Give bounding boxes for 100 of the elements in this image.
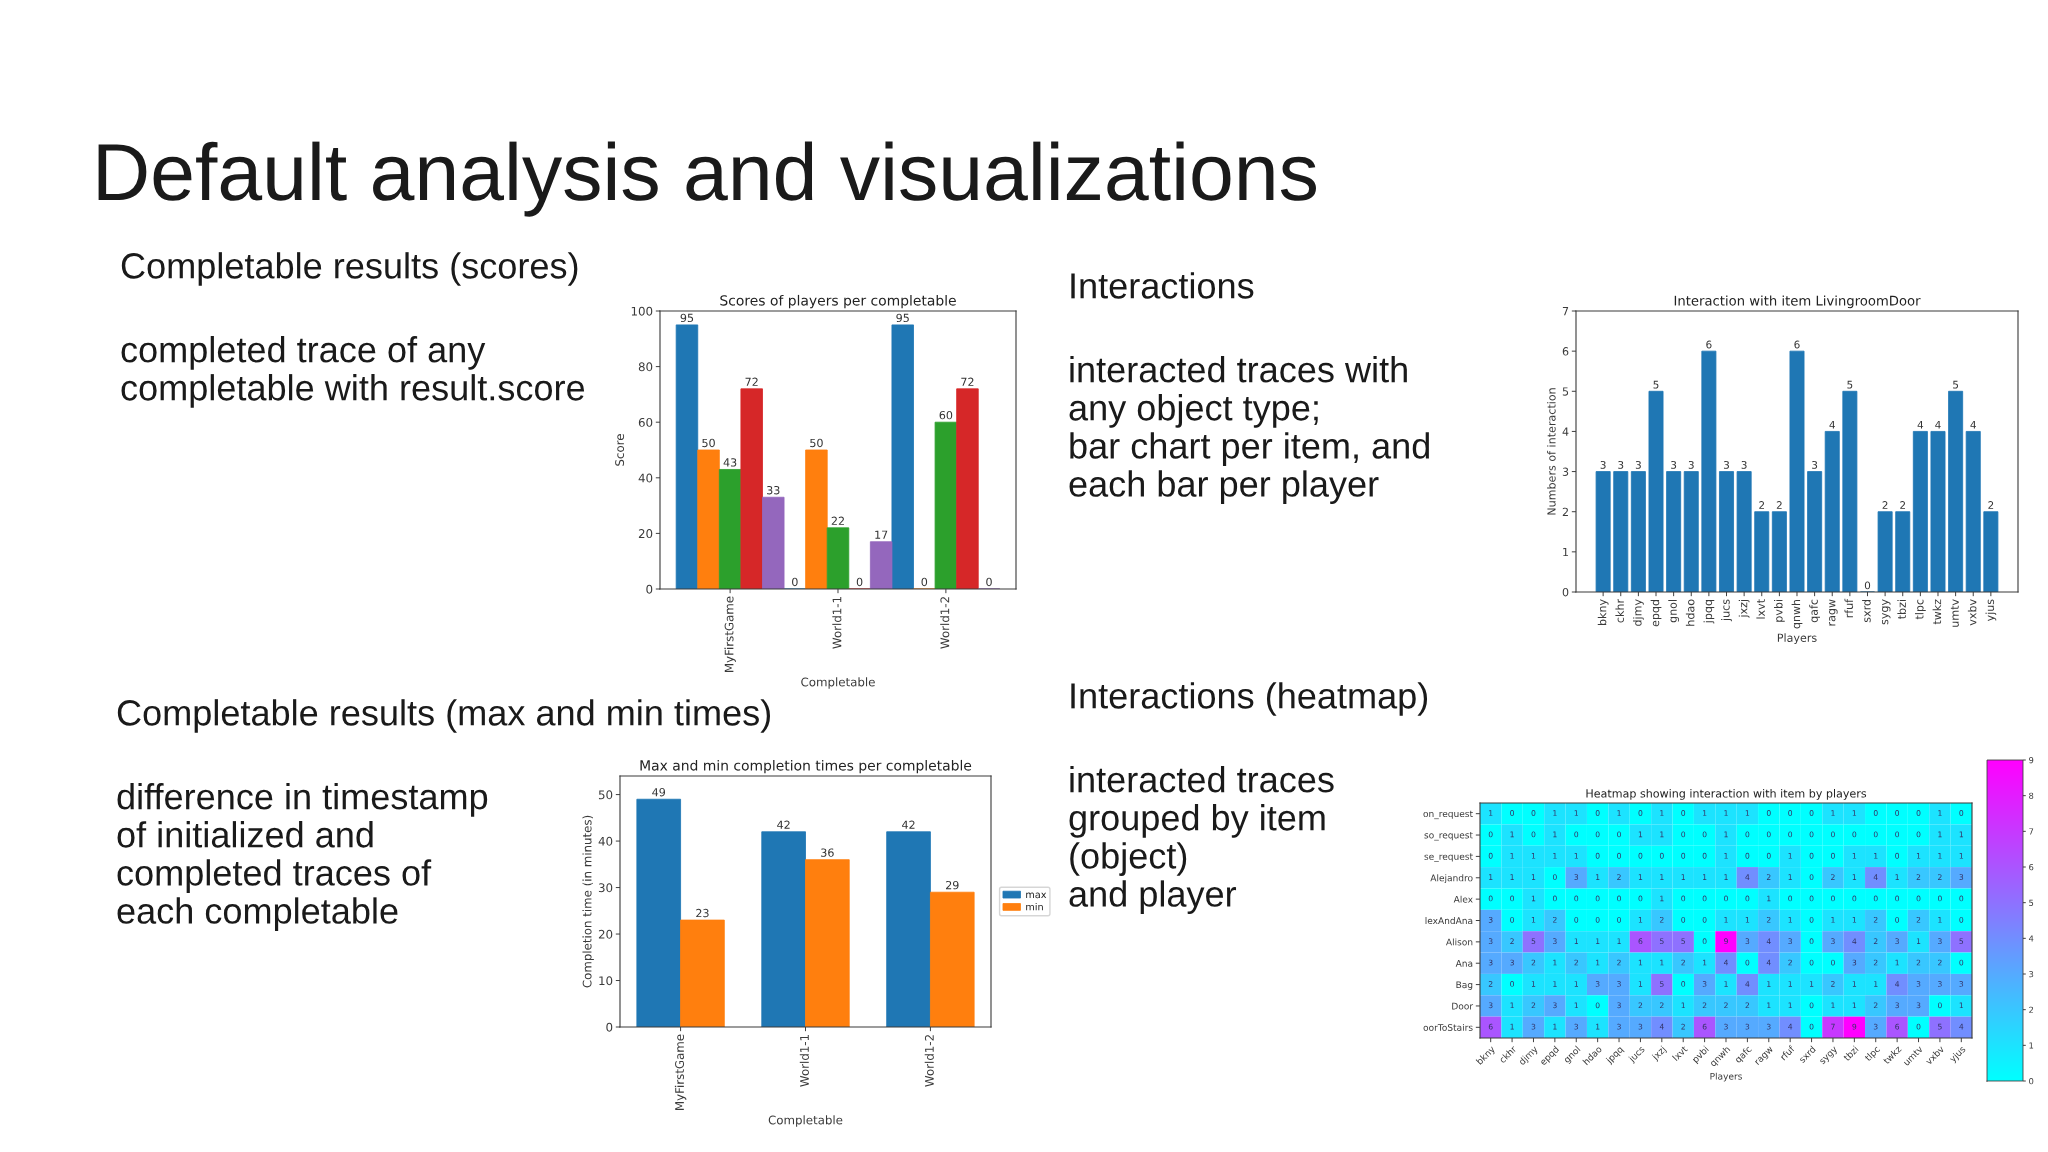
bar [1912,431,1928,592]
bar [1983,511,1999,592]
data-label: 2 [1882,501,1888,509]
y-tick-label: 40 [638,473,653,483]
y-tick-label: 0 [646,584,653,594]
data-label: 2 [1759,501,1765,509]
x-axis-title: Completable [801,677,875,689]
bar [886,831,931,1027]
y-tick-label: 20 [638,529,653,539]
y-tick-label: 20 [598,929,613,939]
chart-title: Heatmap showing interaction with item by players [1586,789,1867,800]
y-tick-label: 40 [598,836,613,846]
data-label: 3 [1741,460,1747,469]
bar [1630,471,1646,592]
color-bar-label: 3 [2029,970,2034,978]
y-tick-label: Alison [1445,938,1473,946]
x-tick-label: tlpc [1864,1045,1882,1063]
y-axis-title: Numbers of interaction [1547,388,1556,515]
bar [718,469,742,589]
data-label: 60 [939,410,953,420]
data-label: 42 [902,820,915,829]
x-tick-label: jpqq [1703,599,1715,624]
y-tick-label: 50 [598,790,613,800]
x-tick-label: lxvt [1756,599,1765,619]
data-label: 72 [745,377,758,386]
x-tick-label: sxrd [1862,599,1871,623]
x-axis-title: Completable [768,1115,843,1127]
x-tick-label: umtv [1950,599,1959,627]
legend-label: max [1026,892,1047,899]
y-tick-label: 3 [1562,467,1569,476]
x-tick-label: ckhr [1615,598,1624,623]
legend-label: min [1026,902,1043,911]
data-label: 42 [777,820,790,829]
x-tick-label: epqd [1650,599,1662,627]
data-label: 5 [1653,380,1659,389]
bar [1754,511,1770,592]
y-tick-label: Bag [1456,981,1473,990]
x-tick-label: djmy [1633,599,1644,626]
data-label: 0 [921,577,928,587]
x-tick-label: qafc [1809,599,1820,623]
y-axis-title: Score [615,434,625,466]
x-tick-label: hdao [1685,599,1695,626]
x-tick-label: MyFirstGame [674,1034,687,1110]
y-tick-label: 1 [1563,547,1569,557]
bar [1965,431,1981,592]
data-label: 2 [1776,501,1782,509]
x-tick-label: tlpc [1914,599,1926,620]
text: Completable results (max and min times) [117,699,770,733]
x-tick-label: gnol [1668,599,1680,623]
data-label: 3 [1671,460,1677,469]
x-tick-label: bkny [1597,599,1609,626]
x-tick-label: rfuf [1844,598,1854,618]
bar [805,449,828,589]
data-label: 3 [1812,460,1818,469]
bar [1736,471,1752,592]
data-label: 4 [1935,420,1941,429]
data-label: 0 [986,577,992,587]
data-label: 43 [723,458,737,467]
color-bar-label: 7 [2029,828,2034,835]
color-bar-label: 8 [2029,792,2034,799]
data-label: 6 [1706,340,1712,349]
bar [1701,350,1717,592]
y-tick-label: Door [1452,1002,1474,1010]
y-tick-label: oorToStairs [1423,1023,1473,1031]
y-tick-label: 4 [1562,427,1569,436]
x-tick-label: MyFirstGame [724,596,736,672]
y-tick-label: 0 [1562,587,1569,597]
bar [761,831,806,1027]
text: interacted traces with any object type; bar chart per item, and each bar per player [1069,356,1429,504]
data-label: 2 [1900,501,1906,509]
y-tick-label: 60 [638,417,653,427]
y-tick-label: so_request [1424,832,1473,841]
x-tick-label: World1-1 [799,1035,809,1087]
text: Default analysis and visualizations [98,141,1316,217]
bar [934,421,958,589]
data-label: 17 [875,530,888,539]
data-label: 5 [1847,380,1853,389]
bar [1824,431,1840,592]
bar [697,449,720,589]
data-label: 2 [1988,501,1994,509]
y-tick-label: 80 [638,362,653,372]
y-tick-label: lexAndAna [1425,917,1473,925]
y-tick-label: 100 [631,306,653,316]
y-tick-label: Alex [1453,895,1473,903]
x-tick-label: World1-1 [832,597,842,649]
data-label: 50 [702,438,715,448]
bar [805,859,850,1027]
data-label: 72 [961,377,974,386]
bar [869,541,893,589]
y-tick-label: 0 [606,1022,613,1032]
text: Interactions (heatmap) [1071,682,1428,716]
data-label: 5 [1953,380,1959,389]
bar [1789,350,1805,592]
bar [826,527,850,589]
data-label: 0 [792,577,798,587]
data-label: 3 [1635,460,1641,469]
data-label: 4 [1970,420,1976,429]
x-tick-label: jucs [1721,599,1732,622]
data-label: 95 [680,313,694,323]
bar [1771,511,1787,592]
